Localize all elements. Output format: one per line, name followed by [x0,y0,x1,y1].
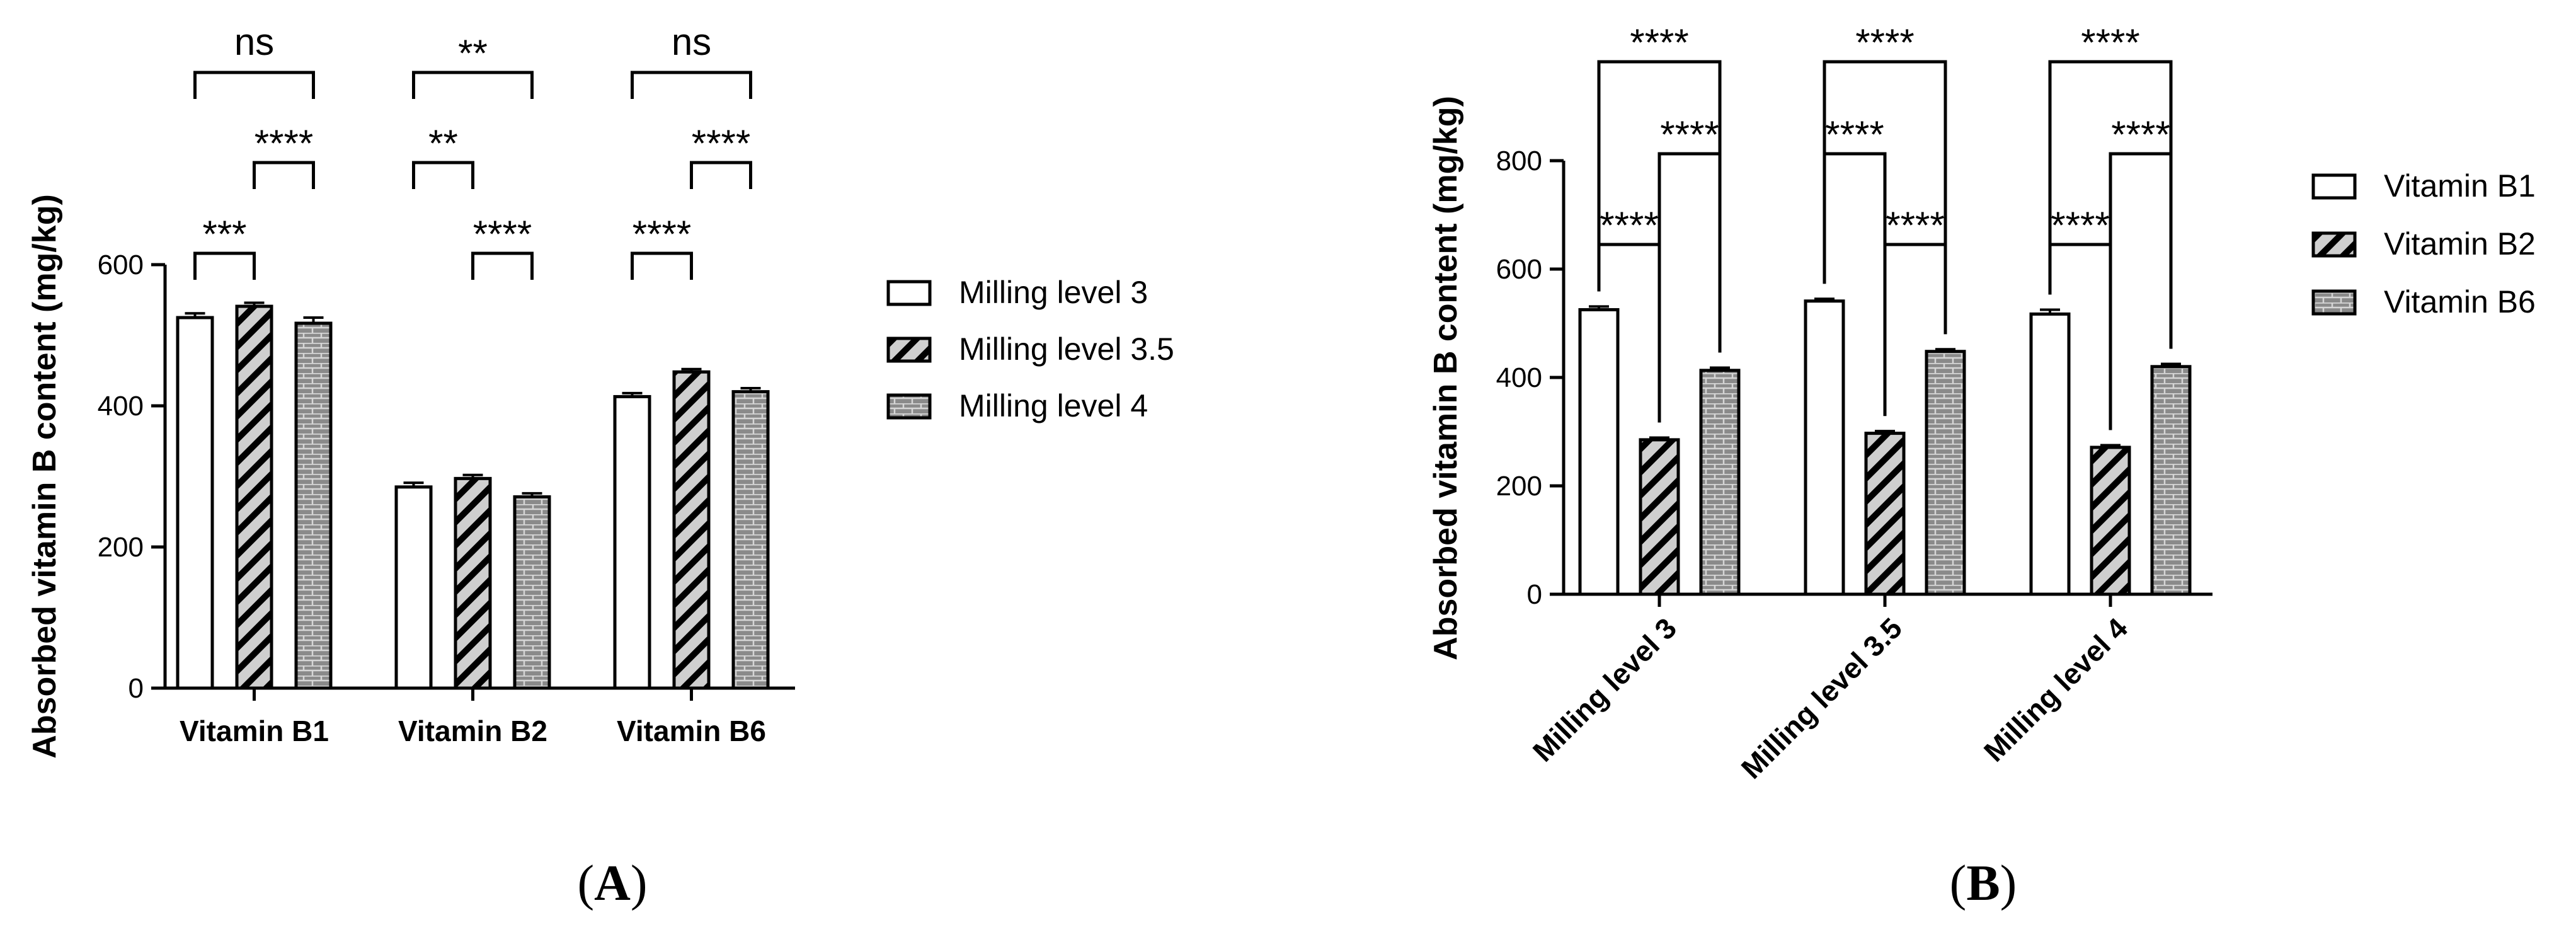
panel-a-significance-bracket [471,251,534,280]
panel-b-bar-milling-level-4-vitamin-b6 [2150,365,2192,596]
panel-a-legend-swatch [886,280,932,306]
panel-b-legend-label: Vitamin B6 [2384,284,2536,319]
panel-b-legend-swatch [2311,173,2357,200]
panel-a-legend-label: Milling level 3 [959,275,1148,310]
panel-a-y-tick-label: 0 [129,673,144,704]
panel-b-significance-label: **** [2111,113,2170,156]
panel-b-bar-milling-level-3-vitamin-b6 [1699,369,1741,596]
panel-a-bar-vitamin-b1-milling-level-3 [176,316,214,690]
panel-b-x-tick-label: Milling level 3 [1526,611,1683,768]
panel-b-x-tick-label: Milling level 3.5 [1735,611,1908,785]
panel-a-significance-label: *** [202,213,246,255]
panel-a-x-tick-label: Vitamin B6 [617,715,766,747]
panel-b-significance-label: **** [2081,21,2139,64]
panel-a-significance-bracket [193,71,315,99]
panel-b-significance-label: **** [1886,204,1944,246]
panel-a-significance-bracket [631,71,752,99]
panel-a-y-axis-title: Absorbed vitamin B content (mg/kg) [26,194,63,759]
panel-b-x-tick-label: Milling level 4 [1978,611,2134,768]
panel-a-significance-label: **** [255,122,313,164]
panel-a-panel-label: (A) [577,856,647,911]
panel-b-significance-label: **** [2051,204,2109,246]
panel-a-x-tick-label: Vitamin B1 [180,715,329,747]
panel-a-x-tick-label: Vitamin B2 [398,715,547,747]
panel-b-significance-label: **** [1855,21,1914,64]
panel-a-bar-vitamin-b6-milling-level-3 [613,394,651,690]
panel-a-significance-label: **** [633,213,691,255]
panel-b-legend-label: Vitamin B1 [2384,168,2536,204]
panel-b-legend-swatch [2311,289,2357,316]
panel-a-significance-label: ** [428,122,458,164]
panel-a-significance-bracket [193,251,256,280]
panel-b-significance-label: **** [1630,21,1688,64]
panel-a-significance-label: ns [672,21,711,63]
panel-b-y-axis-title: Absorbed vitamin B content (mg/kg) [1428,96,1464,660]
panel-a-significance-bracket [412,71,534,99]
panel-b-y-tick-label: 800 [1496,146,1542,176]
panel-a-bar-vitamin-b2-milling-level-4 [513,495,551,690]
panel-a-significance-label: ** [458,32,488,74]
panel-b-y-tick-label: 600 [1496,254,1542,285]
panel-a-bar-vitamin-b1-milling-level-4 [294,321,333,690]
panel-b-chart: 0 200 400 600 800 Absorbed vitamin B content … [1428,21,2536,911]
panel-b-bar-milling-level-3-vitamin-b2 [1639,438,1680,596]
panel-a-y-tick-label: 600 [98,250,144,280]
panel-a-y-tick-label: 400 [98,391,144,422]
panel-a-significance-label: **** [692,122,750,164]
panel-a-legend-swatch [886,393,932,420]
panel-b-legend-label: Vitamin B2 [2384,226,2536,262]
panel-a-significance-label: **** [473,213,532,255]
panel-b-significance-bracket [1823,60,1947,335]
panel-b-significance-bracket [1597,60,1722,353]
panel-b-bar-milling-level-3-5-vitamin-b2 [1864,432,1906,596]
panel-a-significance-label: ns [234,21,274,63]
panel-a-bar-vitamin-b2-milling-level-3 [394,485,433,690]
panel-b-bar-milling-level-4-vitamin-b1 [2029,312,2071,596]
panel-b-y-tick-label: 200 [1496,471,1542,502]
panel-b-significance-label: **** [1600,204,1658,246]
panel-b-bar-milling-level-3-vitamin-b1 [1578,308,1620,596]
panel-b-panel-label: (B) [1950,856,2017,911]
panel-a-bar-vitamin-b6-milling-level-4 [731,390,770,690]
panel-a-significance-bracket [631,251,693,280]
panel-b-y-tick-label: 0 [1527,579,1542,610]
panel-a-legend-swatch [886,337,932,363]
panel-a-y-tick-label: 200 [98,532,144,563]
panel-a-significance-bracket [253,161,315,189]
panel-a-legend-label: Milling level 3.5 [959,331,1174,367]
panel-b-y-tick-label: 400 [1496,362,1542,393]
panel-a-significance-bracket [412,161,474,189]
panel-b-bar-milling-level-3-5-vitamin-b1 [1804,299,1845,596]
panel-a-chart: 0 200 400 600 Absorbed vitamin B content (mg… [26,21,1174,911]
panel-a-bar-vitamin-b1-milling-level-3-5 [235,304,273,690]
panel-a-legend-label: Milling level 4 [959,388,1148,423]
panel-a-significance-bracket [690,161,752,189]
panel-a-bar-vitamin-b6-milling-level-3-5 [672,370,711,690]
panel-b-significance-label: **** [1825,113,1884,156]
panel-b-legend-swatch [2311,231,2357,258]
panel-b-bar-milling-level-4-vitamin-b2 [2090,446,2131,596]
panel-a-bar-vitamin-b2-milling-level-3-5 [454,476,492,690]
panel-b-bar-milling-level-3-5-vitamin-b6 [1925,350,1966,596]
panel-b-significance-label: **** [1660,113,1719,156]
panel-b-significance-bracket [2048,60,2173,349]
